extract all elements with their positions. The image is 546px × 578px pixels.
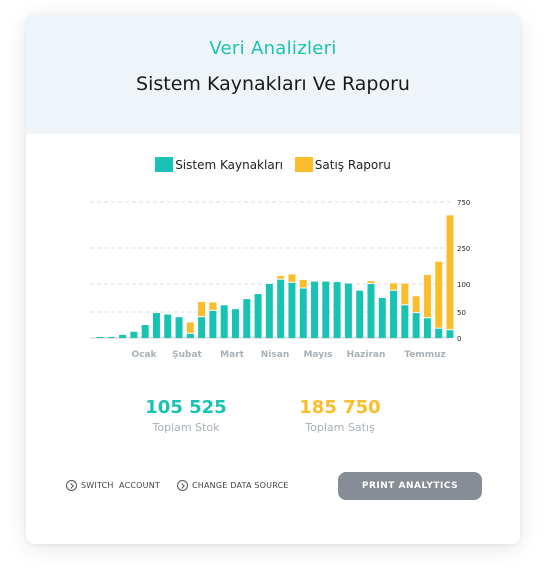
bar-satis bbox=[401, 283, 409, 305]
legend-swatch-satis bbox=[294, 157, 313, 172]
bar-sistem bbox=[378, 298, 386, 338]
bar-sistem bbox=[164, 314, 172, 338]
bar-sistem bbox=[130, 331, 138, 338]
change-data-source-link[interactable]: CHANGE DATA SOURCE bbox=[177, 480, 289, 491]
y-tick-label: 750 bbox=[457, 199, 470, 207]
legend-label-satis: Satış Raporu bbox=[314, 157, 391, 172]
page-title: Sistem Kaynakları Ve Raporu bbox=[136, 73, 410, 95]
bar-satis bbox=[288, 274, 296, 282]
bar-sistem bbox=[423, 318, 431, 338]
x-tick-label: Ocak bbox=[131, 350, 157, 360]
bar-sistem bbox=[107, 336, 115, 338]
bar-sistem bbox=[119, 334, 127, 338]
bar-satis bbox=[367, 281, 375, 283]
bar-sistem bbox=[96, 336, 104, 338]
y-tick-label: 0 bbox=[457, 335, 461, 343]
bar-sistem bbox=[367, 284, 375, 338]
bar-satis bbox=[423, 274, 431, 318]
bar-satis bbox=[209, 302, 217, 310]
bar-sistem bbox=[299, 288, 307, 338]
bar-sistem bbox=[311, 281, 319, 338]
x-tick-label: Şubat bbox=[172, 350, 202, 360]
bar-sistem bbox=[220, 305, 228, 338]
bar-sistem bbox=[435, 328, 443, 338]
stat-label-satis: Toplam Satış bbox=[305, 421, 375, 434]
stat-value-stok: 105 525 bbox=[145, 397, 227, 418]
legend-label-sistem: Sistem Kaynakları bbox=[175, 157, 283, 172]
bar-sistem bbox=[277, 279, 285, 338]
bar-satis bbox=[412, 296, 420, 313]
x-tick-label: Temmuz bbox=[404, 350, 445, 360]
bar-satis bbox=[186, 322, 194, 333]
switch-account-link[interactable]: SWITCH ACCOUNT bbox=[66, 480, 160, 491]
bar-satis bbox=[446, 215, 454, 330]
print-analytics-button[interactable]: PRINT ANALYTICS bbox=[338, 472, 482, 500]
chevron-circle-icon bbox=[177, 480, 188, 491]
bar-satis bbox=[435, 261, 443, 328]
bar-sistem bbox=[209, 310, 217, 338]
bar-sistem bbox=[412, 313, 420, 338]
bar-sistem bbox=[265, 284, 273, 338]
x-tick-label: Haziran bbox=[347, 350, 386, 360]
legend-item-sistem: Sistem Kaynakları bbox=[155, 157, 283, 172]
bar-sistem bbox=[333, 282, 341, 338]
x-tick-label: Nisan bbox=[261, 350, 289, 360]
y-tick-label: 100 bbox=[457, 281, 470, 289]
bar-sistem bbox=[390, 290, 398, 338]
stacked-bar-chart: 0 50 100 250 750 Ocak Şubat Mart Nisan Mayıs Hazir… bbox=[90, 199, 470, 360]
bar-sistem bbox=[344, 283, 352, 338]
x-tick-label: Mayıs bbox=[303, 350, 332, 360]
change-data-source-label: CHANGE DATA SOURCE bbox=[192, 481, 289, 490]
bar-sistem bbox=[254, 294, 262, 338]
bar-satis bbox=[299, 279, 307, 288]
switch-account-label: SWITCH ACCOUNT bbox=[81, 481, 160, 490]
bar-sistem bbox=[186, 333, 194, 338]
bar-satis bbox=[277, 276, 285, 279]
bar-sistem bbox=[152, 313, 160, 338]
card-header: Veri Analizleri Sistem Kaynakları Ve Rap… bbox=[26, 14, 520, 134]
legend-swatch-sistem bbox=[155, 157, 174, 172]
stat-label-stok: Toplam Stok bbox=[152, 421, 220, 434]
bar-sistem bbox=[446, 330, 454, 338]
bar-sistem bbox=[198, 317, 206, 338]
analytics-card: Veri Analizleri Sistem Kaynakları Ve Rap… bbox=[26, 14, 520, 544]
bar-sistem bbox=[288, 282, 296, 338]
bar-sistem bbox=[175, 317, 183, 338]
y-tick-label: 50 bbox=[457, 309, 466, 317]
x-tick-label: Mart bbox=[220, 350, 244, 360]
bar-satis bbox=[198, 301, 206, 317]
bar-sistem bbox=[401, 305, 409, 338]
bar-sistem bbox=[231, 309, 239, 338]
bar-sistem bbox=[356, 290, 364, 338]
page-subtitle: Veri Analizleri bbox=[209, 38, 337, 59]
y-tick-label: 250 bbox=[457, 245, 470, 253]
bar-sistem bbox=[141, 325, 149, 338]
stat-value-satis: 185 750 bbox=[299, 397, 381, 418]
bar-satis bbox=[390, 283, 398, 290]
bar-sistem bbox=[243, 299, 251, 338]
bar-sistem bbox=[322, 281, 330, 338]
chevron-circle-icon bbox=[66, 480, 77, 491]
legend-item-satis: Satış Raporu bbox=[294, 157, 391, 172]
chart-legend: Sistem Kaynakları Satış Raporu bbox=[26, 157, 520, 175]
